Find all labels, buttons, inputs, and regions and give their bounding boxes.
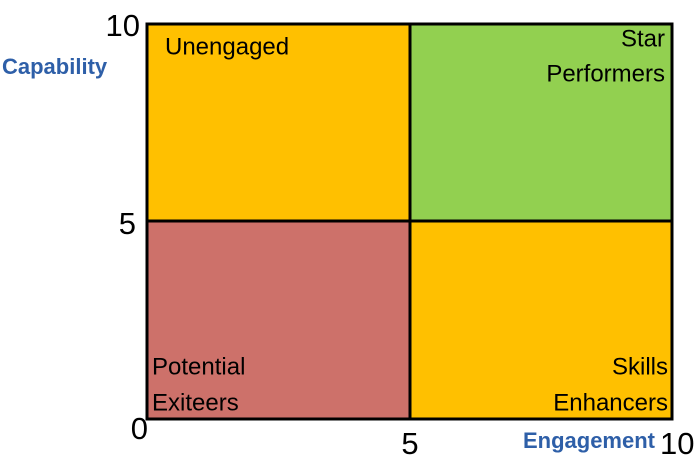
quadrant-label: Exiteers bbox=[152, 389, 239, 416]
quadrant-bottom-right bbox=[410, 221, 672, 419]
x-tick-label: 5 bbox=[401, 426, 418, 461]
quadrant-top-right bbox=[410, 24, 672, 221]
quadrant-top-left bbox=[147, 24, 410, 221]
quadrant-label: Potential bbox=[152, 353, 245, 380]
y-tick-label: 0 bbox=[131, 411, 148, 446]
quadrant-bottom-left bbox=[147, 221, 410, 419]
quadrant-label: Skills bbox=[612, 353, 668, 380]
quadrant-label: Unengaged bbox=[165, 33, 289, 60]
x-axis-label: Engagement bbox=[523, 428, 656, 453]
quadrant-label: Star bbox=[621, 25, 665, 52]
quadrant-label: Performers bbox=[546, 60, 665, 87]
y-tick-label: 5 bbox=[119, 206, 136, 241]
y-tick-label: 10 bbox=[106, 8, 140, 43]
quadrant-label: Enhancers bbox=[553, 389, 668, 416]
y-axis-label: Capability bbox=[2, 54, 108, 79]
x-tick-label: 10 bbox=[660, 426, 694, 461]
